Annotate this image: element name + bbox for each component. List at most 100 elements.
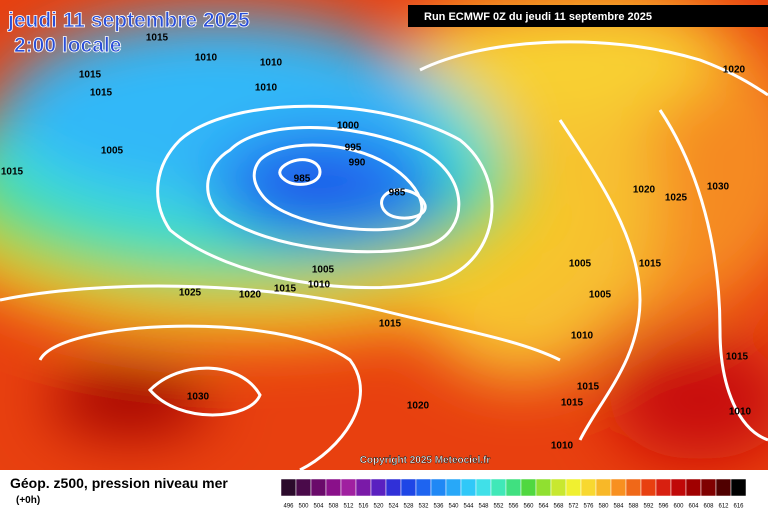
scale-label: 584 [613,504,624,510]
isobar-label: 1030 [707,182,730,193]
scale-swatch [460,478,477,497]
legend-lead: (+0h) [16,495,40,506]
scale-swatch [385,478,402,497]
scale-label: 564 [538,504,549,510]
scale-label: 580 [598,504,609,510]
scale-swatch [355,478,372,497]
scale-swatch [565,478,582,497]
scale-swatch [715,478,732,497]
scale-swatch [445,478,462,497]
scale-label: 612 [718,504,729,510]
scale-label: 548 [478,504,489,510]
scale-label: 520 [373,504,384,510]
scale-swatch [475,478,492,497]
scale-label: 536 [433,504,444,510]
scale-label: 608 [703,504,714,510]
scale-label: 528 [403,504,414,510]
scale-swatch [295,478,312,497]
scale-swatch [700,478,717,497]
scale-swatch [505,478,522,497]
isobar-label: 1015 [577,382,600,393]
scale-label: 524 [388,504,399,510]
scale-label: 556 [508,504,519,510]
isobar-label: 1030 [187,392,210,403]
scale-label: 592 [643,504,654,510]
scale-label: 544 [463,504,474,510]
time-label: 2:00 locale [14,34,121,57]
scale-label: 552 [493,504,504,510]
scale-swatch [580,478,597,497]
scale-swatch [610,478,627,497]
scale-label: 600 [673,504,684,510]
scale-swatch [490,478,507,497]
scale-label: 572 [568,504,579,510]
isobar-label: 1015 [1,167,24,178]
scale-swatch [370,478,387,497]
scale-swatch [655,478,672,497]
scale-label: 512 [343,504,354,510]
scale-label: 504 [313,504,324,510]
isobar-label: 990 [349,158,366,169]
scale-swatch [325,478,342,497]
isobar-label: 1010 [551,441,574,452]
isobar-label: 1015 [639,259,662,270]
scale-swatch [550,478,567,497]
scale-swatch [280,478,297,497]
scale-label: 516 [358,504,369,510]
scale-label: 540 [448,504,459,510]
isobar-label: 1005 [312,265,335,276]
isobar-label: 1010 [195,53,218,64]
scale-label: 496 [283,504,294,510]
isobar-label: 1000 [337,121,360,132]
isobar-label: 1015 [726,352,749,363]
isobar-label: 1015 [90,88,113,99]
scale-swatch [625,478,642,497]
isobar-label: 1010 [255,83,278,94]
scale-label: 604 [688,504,699,510]
isobar-label: 1010 [308,280,331,291]
date-label: jeudi 11 septembre 2025 [7,9,250,32]
isobar-label: 1005 [589,290,612,301]
run-banner [408,5,768,27]
isobars [0,40,768,472]
isobar-label: 1020 [239,290,262,301]
scale-label: 500 [298,504,309,510]
scale-swatch [400,478,417,497]
isobar-label: 1020 [407,401,430,412]
scale-label: 616 [733,504,744,510]
scale-swatch [340,478,357,497]
isobar-label: 1020 [633,185,656,196]
isobar-label: 1015 [274,284,297,295]
scale-swatch [430,478,447,497]
scale-swatch [520,478,537,497]
isobar-label: 1015 [561,398,584,409]
isobar-label: 1015 [379,319,402,330]
scale-swatch [310,478,327,497]
isobar-label: 1005 [101,146,124,157]
isobar-label: 985 [389,188,406,199]
scale-swatch [595,478,612,497]
isobar-label: 1015 [79,70,102,81]
scale-label: 596 [658,504,669,510]
scale-label: 560 [523,504,534,510]
isobar-label: 1010 [729,407,752,418]
scale-swatch [415,478,432,497]
scale-label: 568 [553,504,564,510]
run-label: Run ECMWF 0Z du jeudi 11 septembre 2025 [424,11,652,23]
scale-label: 532 [418,504,429,510]
scale-swatch [535,478,552,497]
isobar-label: 985 [294,174,311,185]
copyright: Copyright 2025 Meteociel.fr [360,455,491,466]
isobar-label: 995 [345,143,362,154]
legend-title: Géop. z500, pression niveau mer [10,475,228,491]
scale-swatch [730,478,747,497]
isobar-label: 1010 [571,331,594,342]
scale-swatch [640,478,657,497]
scale-swatch [685,478,702,497]
field [0,0,768,470]
isobar-label: 1015 [146,33,169,44]
isobar-label: 1010 [260,58,283,69]
isobar-label: 1020 [723,65,746,76]
scale-label: 576 [583,504,594,510]
